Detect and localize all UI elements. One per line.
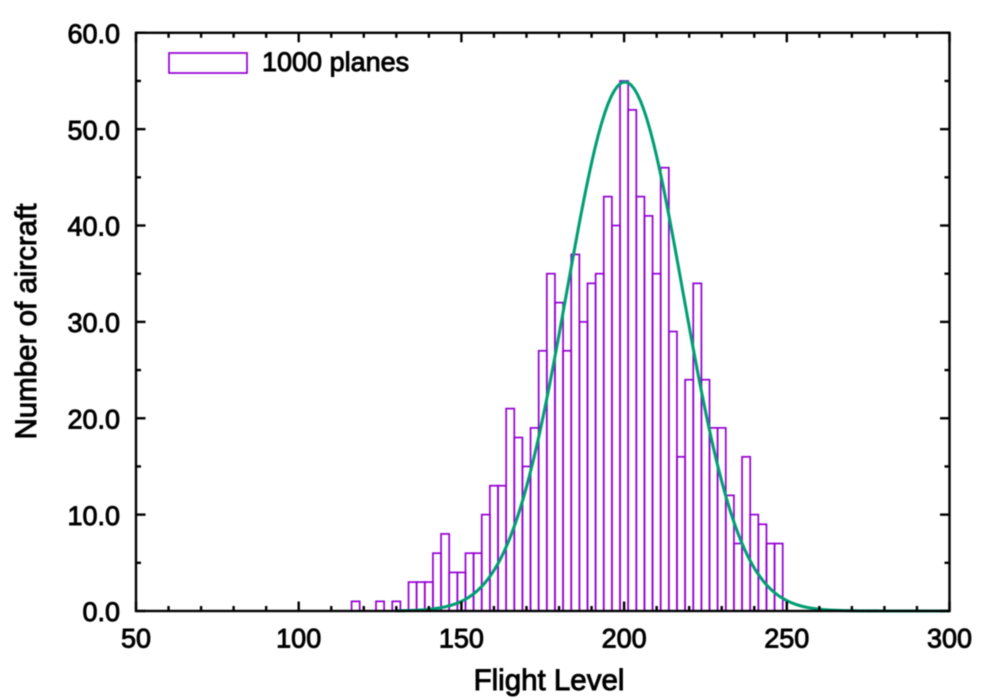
svg-text:1000 planes: 1000 planes	[262, 47, 409, 77]
svg-text:50.0: 50.0	[67, 115, 120, 145]
svg-text:40.0: 40.0	[67, 212, 120, 242]
svg-text:10.0: 10.0	[67, 501, 120, 531]
svg-text:200: 200	[602, 624, 647, 654]
svg-text:0.0: 0.0	[82, 597, 120, 627]
svg-text:150: 150	[439, 624, 484, 654]
svg-text:250: 250	[764, 624, 809, 654]
svg-text:300: 300	[927, 624, 972, 654]
svg-text:Number of aircraft: Number of aircraft	[10, 203, 43, 439]
svg-text:100: 100	[276, 624, 321, 654]
svg-text:Flight Level: Flight Level	[474, 664, 625, 697]
svg-text:20.0: 20.0	[67, 404, 120, 434]
svg-text:60.0: 60.0	[67, 19, 120, 49]
svg-text:50: 50	[121, 624, 151, 654]
svg-text:30.0: 30.0	[67, 308, 120, 338]
